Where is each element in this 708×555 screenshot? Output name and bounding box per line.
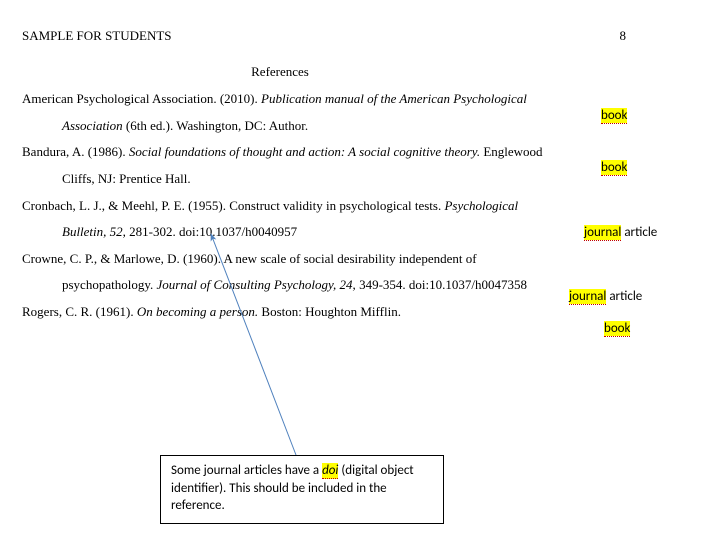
reference-entry: American Psychological Association. (201… bbox=[22, 86, 552, 139]
page: SAMPLE FOR STUDENTS 8 References America… bbox=[0, 0, 708, 555]
reference-entry: Cronbach, L. J., & Meehl, P. E. (1955). … bbox=[22, 193, 552, 246]
ref-prefix: Cronbach, L. J., & Meehl, P. E. (1955). … bbox=[22, 198, 444, 213]
ref-prefix: Rogers, C. R. (1961). bbox=[22, 304, 137, 319]
running-head: SAMPLE FOR STUDENTS bbox=[22, 28, 172, 44]
ref-suffix: 349-354. doi:10.1037/h0047358 bbox=[359, 277, 527, 292]
ref-suffix: 281-302. doi:10.1037/h0040957 bbox=[129, 224, 297, 239]
ref-suffix: (6th ed.). Washington, DC: Author. bbox=[126, 118, 308, 133]
margin-label: book bbox=[601, 160, 627, 175]
margin-label: book bbox=[601, 108, 627, 123]
reference-entry: Bandura, A. (1986). Social foundations o… bbox=[22, 139, 552, 192]
margin-label: journal article bbox=[569, 289, 642, 304]
ref-italic: Journal of Consulting Psychology, 24, bbox=[156, 277, 359, 292]
page-number: 8 bbox=[620, 28, 627, 44]
margin-label: book bbox=[604, 321, 630, 336]
callout-text-pre: Some journal articles have a bbox=[171, 463, 322, 478]
callout-doi: doi bbox=[322, 463, 338, 479]
references-list: American Psychological Association. (201… bbox=[22, 86, 552, 326]
ref-italic: On becoming a person. bbox=[137, 304, 262, 319]
callout-box: Some journal articles have a doi (digita… bbox=[160, 455, 444, 524]
margin-label: journal article bbox=[584, 225, 657, 240]
ref-suffix: Boston: Houghton Mifflin. bbox=[261, 304, 401, 319]
ref-prefix: Bandura, A. (1986). bbox=[22, 144, 129, 159]
ref-prefix: American Psychological Association. (201… bbox=[22, 91, 261, 106]
reference-entry: Crowne, C. P., & Marlowe, D. (1960). A n… bbox=[22, 246, 552, 299]
references-heading: References bbox=[0, 64, 560, 80]
reference-entry: Rogers, C. R. (1961). On becoming a pers… bbox=[22, 299, 552, 326]
ref-italic: Social foundations of thought and action… bbox=[129, 144, 483, 159]
